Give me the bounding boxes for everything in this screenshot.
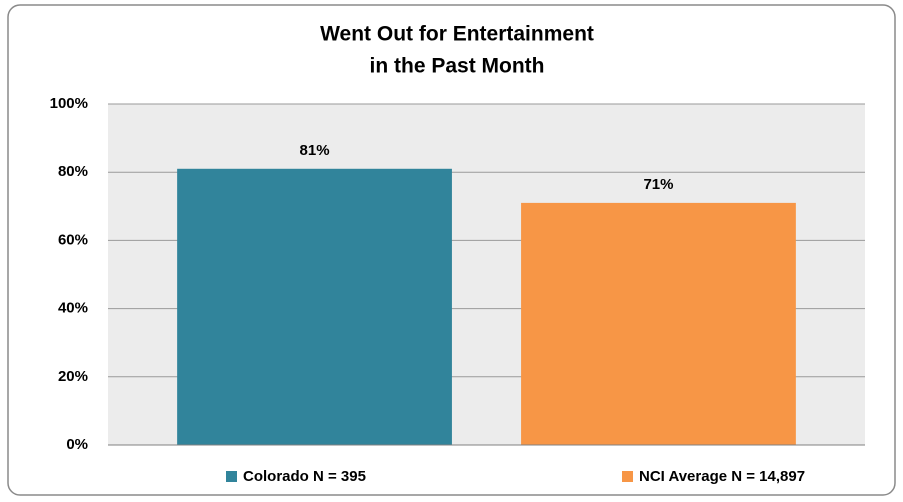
- legend-label: NCI Average N = 14,897: [639, 468, 805, 485]
- legend-swatch: [622, 471, 633, 482]
- legend-label: Colorado N = 395: [243, 468, 366, 485]
- y-tick-label: 0%: [66, 436, 88, 453]
- data-label: 81%: [300, 142, 330, 159]
- data-label: 71%: [643, 176, 673, 193]
- bar: [521, 202, 796, 445]
- y-tick-label: 60%: [58, 231, 88, 248]
- y-tick-label: 100%: [50, 95, 88, 112]
- y-tick-label: 20%: [58, 368, 88, 385]
- y-tick-label: 40%: [58, 300, 88, 317]
- chart-title: Went Out for Entertainment: [320, 23, 594, 46]
- bar: [177, 168, 452, 446]
- legend-swatch: [226, 471, 237, 482]
- y-tick-label: 80%: [58, 163, 88, 180]
- chart-title: in the Past Month: [370, 55, 545, 78]
